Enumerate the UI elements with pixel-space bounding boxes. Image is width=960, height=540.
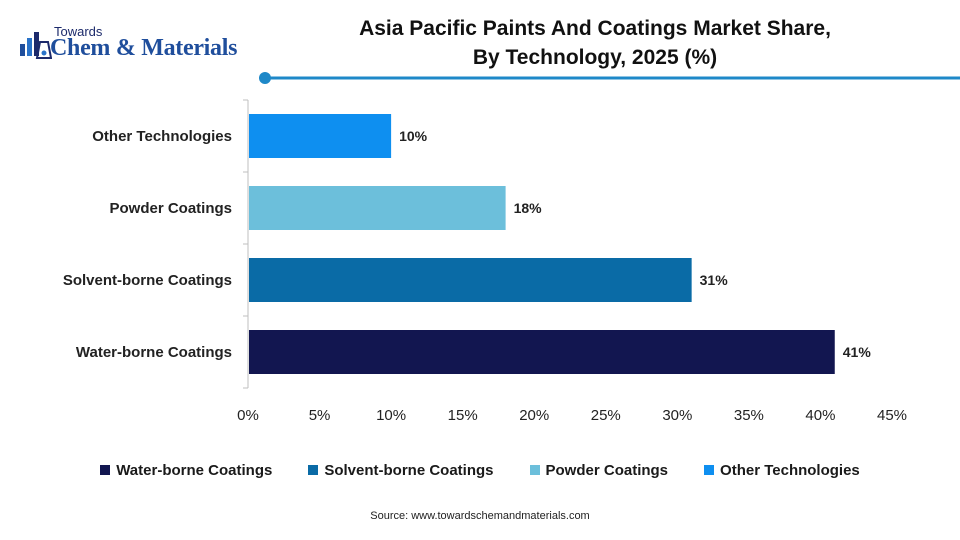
data-label: 18% xyxy=(514,200,543,216)
flask-logo-icon xyxy=(20,32,52,59)
chart-title-line-2: By Technology, 2025 (%) xyxy=(472,46,718,69)
category-label: Other Technologies xyxy=(92,128,232,145)
chart-legend: Water-borne Coatings Solvent-borne Coatin… xyxy=(0,459,960,481)
brand-logo: Towards Chem & Materials xyxy=(14,22,254,70)
legend-item: Powder Coatings xyxy=(529,459,669,481)
bar xyxy=(249,330,835,374)
logo-main-text: Chem & Materials xyxy=(50,35,238,61)
bar-chart: Water-borne Coatings 41% Solvent-borne Coa… xyxy=(63,99,907,424)
legend-swatch xyxy=(704,465,715,475)
legend-label: Other Technologies xyxy=(720,461,860,479)
legend-label: Solvent-borne Coatings xyxy=(324,461,494,479)
x-tick-label: 20% xyxy=(519,407,549,424)
legend-item: Water-borne Coatings xyxy=(100,459,272,481)
category-label: Water-borne Coatings xyxy=(76,344,232,361)
legend-swatch xyxy=(100,465,111,475)
x-tick-label: 40% xyxy=(805,407,835,424)
x-tick-label: 15% xyxy=(448,407,478,424)
chart-title: Asia Pacific Paints And Coatings Market … xyxy=(300,14,890,72)
bar xyxy=(249,114,392,158)
title-divider xyxy=(259,72,960,84)
bar xyxy=(249,186,506,230)
data-label: 10% xyxy=(399,128,428,144)
legend-swatch xyxy=(529,465,540,475)
data-label: 31% xyxy=(700,272,729,288)
x-tick-label: 35% xyxy=(734,407,764,424)
data-label: 41% xyxy=(843,344,872,360)
logo-top-text: Towards xyxy=(54,24,103,39)
category-label: Solvent-borne Coatings xyxy=(63,272,232,289)
legend-label: Water-borne Coatings xyxy=(116,461,273,479)
category-label: Powder Coatings xyxy=(109,200,232,217)
x-tick-label: 25% xyxy=(591,407,621,424)
chart-title-line-1: Asia Pacific Paints And Coatings Market … xyxy=(359,17,831,40)
legend-label: Powder Coatings xyxy=(545,461,669,479)
x-tick-label: 10% xyxy=(376,407,406,424)
x-tick-label: 30% xyxy=(662,407,692,424)
x-tick-label: 45% xyxy=(877,407,907,424)
x-tick-label: 0% xyxy=(237,407,259,424)
legend-item: Other Technologies xyxy=(704,459,860,481)
bar xyxy=(249,258,692,302)
legend-item: Solvent-borne Coatings xyxy=(308,459,494,481)
legend-swatch xyxy=(308,465,319,475)
title-divider-dot xyxy=(259,72,271,84)
x-tick-label: 5% xyxy=(309,407,331,424)
source-text: Source: www.towardschemandmaterials.com xyxy=(370,510,590,522)
